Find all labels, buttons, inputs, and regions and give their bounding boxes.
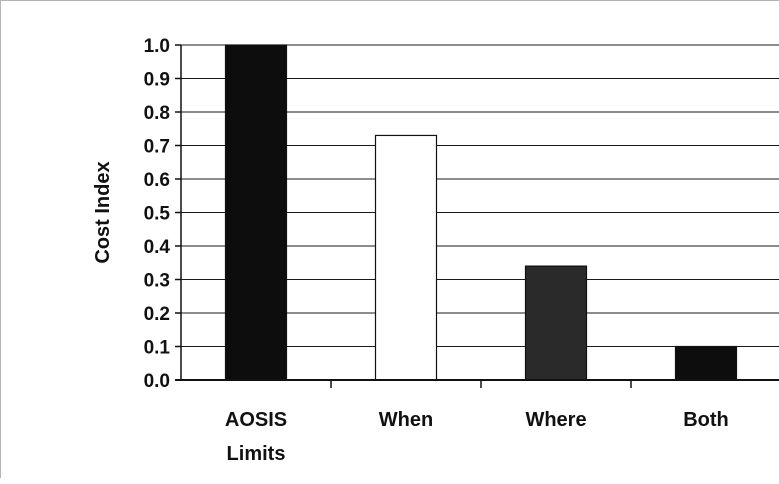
- x-tick-label: Limits: [227, 443, 286, 465]
- axes: [175, 44, 779, 388]
- x-tick-label: AOSIS: [225, 409, 287, 431]
- x-tick-label: Where: [525, 409, 586, 431]
- x-tick-label: Both: [683, 409, 729, 431]
- y-tick-label: 0.5: [144, 204, 171, 225]
- x-tick-labels: AOSIS Limits When Where Both: [225, 409, 729, 465]
- y-tick-label: 0.7: [144, 137, 170, 158]
- y-tick-label: 0.3: [144, 271, 170, 292]
- y-tick-label: 0.9: [144, 70, 170, 91]
- x-tick-label: When: [379, 409, 433, 431]
- y-tick-label: 0.8: [144, 103, 170, 124]
- y-tick-label: 0.0: [144, 371, 170, 392]
- bar-where: [524, 265, 588, 381]
- y-tick-label: 0.1: [144, 338, 171, 359]
- y-axis-label: Cost Index: [92, 161, 114, 263]
- bar-aosis-limits: [224, 44, 288, 381]
- y-tick-label: 0.6: [144, 170, 170, 191]
- y-tick-label: 0.4: [144, 237, 171, 258]
- y-tick-label: 0.2: [144, 304, 170, 325]
- y-tick-labels: 0.0 0.1 0.2 0.3 0.4 0.5 0.6 0.7 0.8 0.9 1.0: [144, 36, 171, 392]
- bar-when: [374, 134, 438, 381]
- bar-both: [674, 345, 738, 381]
- y-tick-label: 1.0: [144, 36, 170, 57]
